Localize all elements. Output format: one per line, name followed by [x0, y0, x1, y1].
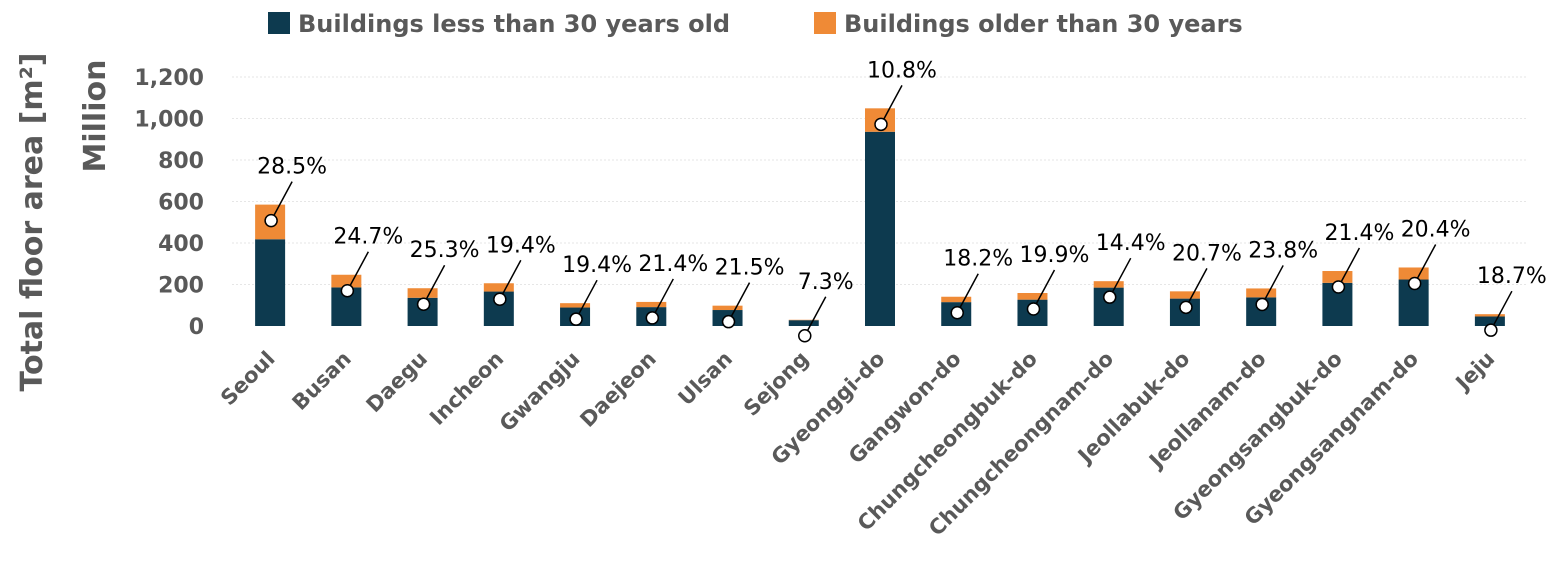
share-marker [1255, 297, 1269, 312]
leader-line [651, 278, 674, 319]
y-tick-label: 400 [158, 232, 204, 257]
leader-line [1490, 290, 1513, 331]
percent-label: 7.3% [798, 270, 854, 295]
y-tick-label: 200 [158, 274, 204, 299]
percent-label: 24.7% [333, 225, 403, 250]
share-marker [721, 314, 736, 329]
bar-old-ulsan [712, 305, 743, 311]
percent-label: 20.4% [1401, 217, 1471, 242]
legend-label-young: Buildings less than 30 years old [298, 10, 730, 38]
category-label: Seoul [216, 347, 280, 411]
share-marker [645, 311, 660, 325]
share-marker [416, 297, 431, 311]
category-label: Sejong [739, 347, 813, 421]
bar-old-daejeon [636, 301, 667, 308]
percent-label: 18.2% [943, 247, 1013, 272]
percent-label: 21.4% [1324, 221, 1394, 246]
share-marker [340, 283, 355, 298]
y-axis: 0 200 400 600 800 1,000 1,200 [134, 66, 204, 340]
share-marker [798, 329, 812, 343]
leader-line [956, 273, 979, 314]
y-tick-label: 0 [189, 315, 204, 340]
percent-labels: 28.5%24.7%25.3% 19.4%19.4% 21.4% 21.5%7.3%1… [257, 58, 1547, 343]
leader-line [575, 279, 598, 320]
percent-label: 23.8% [1248, 238, 1318, 263]
percent-label: 19.4% [486, 233, 556, 258]
bar-young-sejong [788, 320, 819, 326]
bar-old-incheon [483, 283, 514, 292]
share-marker [1102, 290, 1117, 304]
category-label: Daegu [362, 347, 433, 418]
percent-label: 20.7% [1172, 241, 1242, 266]
percent-label: 14.4% [1096, 231, 1166, 256]
leader-line [270, 181, 293, 221]
share-marker [950, 305, 964, 320]
bar-old-gwangju [560, 303, 591, 308]
y-axis-unit: Million [78, 60, 113, 173]
bar-young-seoul [255, 239, 286, 326]
percent-label: 21.4% [638, 252, 708, 277]
share-marker [1026, 302, 1041, 316]
leader-line [422, 264, 446, 305]
share-marker [1331, 280, 1346, 294]
bars [255, 108, 1505, 326]
leader-line [1413, 244, 1437, 284]
leader-line [727, 282, 751, 323]
share-marker [493, 292, 507, 307]
legend-swatch-young [268, 12, 290, 34]
share-marker [264, 213, 278, 228]
y-tick-label: 800 [158, 149, 204, 174]
leader-line [1337, 247, 1361, 288]
legend: Buildings less than 30 years old Buildin… [268, 10, 1243, 38]
bar-old-daegu [407, 288, 438, 298]
share-marker [569, 312, 583, 326]
leader-line [880, 84, 903, 125]
percent-label: 10.8% [867, 58, 937, 83]
leader-line [1185, 267, 1208, 308]
leader-line [1032, 269, 1056, 310]
leader-line [1261, 265, 1284, 305]
leader-line [804, 296, 827, 337]
legend-label-old: Buildings older than 30 years [844, 10, 1243, 38]
share-marker [1407, 276, 1422, 291]
percent-label: 18.7% [1477, 264, 1547, 289]
bar-young-jeju [1474, 316, 1505, 326]
category-label: Daejeon [576, 347, 661, 432]
bar-old-jeju [1474, 314, 1505, 317]
category-label: Ulsan [674, 347, 738, 411]
percent-label: 19.9% [1020, 243, 1090, 268]
bar-young-gyeonggi-do [865, 131, 895, 326]
leader-line [346, 251, 370, 292]
percent-label: 19.4% [562, 253, 632, 278]
y-axis-title: Total floor area [m²] [15, 53, 50, 392]
category-label: Jeju [1450, 347, 1500, 397]
percent-label: 28.5% [257, 155, 327, 180]
category-label: Busan [288, 347, 356, 415]
y-tick-label: 1,200 [134, 66, 204, 91]
legend-swatch-old [814, 12, 836, 34]
bar-old-chungcheongnam-do [1093, 281, 1124, 288]
y-tick-label: 600 [158, 191, 204, 216]
bar-old-jeollanam-do [1246, 288, 1277, 298]
bar-old-gangwon-do [941, 296, 972, 303]
leader-line [499, 259, 522, 300]
percent-label: 25.3% [410, 238, 480, 263]
bar-old-jeollabuk-do [1169, 291, 1200, 299]
share-marker [874, 117, 888, 132]
bar-old-gyeongsangbuk-do [1322, 271, 1353, 283]
bar-old-chungcheongbuk-do [1017, 293, 1048, 300]
share-marker [1484, 323, 1498, 337]
y-tick-label: 1,000 [134, 108, 204, 133]
percent-label: 21.5% [715, 256, 785, 281]
share-marker [1179, 300, 1193, 315]
leader-line [1109, 257, 1132, 298]
category-label: Gwangju [495, 347, 585, 437]
